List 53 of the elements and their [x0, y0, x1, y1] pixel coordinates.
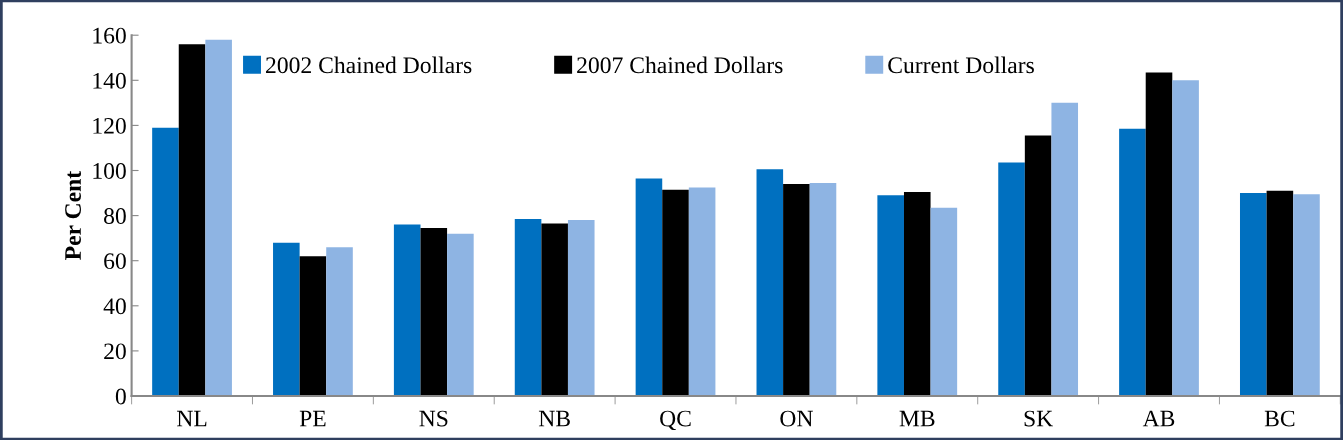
bar: [1266, 190, 1294, 396]
bar: [1051, 102, 1079, 396]
bar: [877, 195, 904, 396]
bar: [299, 256, 327, 396]
y-tick-label: 160: [93, 27, 126, 44]
y-tick-label: 60: [104, 253, 126, 270]
bar: [1119, 128, 1146, 396]
x-tick-label: BC: [1264, 410, 1295, 427]
x-tick-label: QC: [660, 410, 691, 431]
bar: [809, 182, 837, 396]
bar: [420, 228, 448, 396]
bar: [1172, 80, 1199, 396]
legend-label: Current Dollars: [888, 56, 1034, 74]
legend-label: 2007 Chained Dollars: [577, 56, 783, 74]
x-tick-label: ON: [780, 410, 813, 427]
y-tick-label: 100: [93, 162, 126, 179]
y-tick-label: 120: [93, 117, 126, 134]
bar: [998, 162, 1025, 396]
bar: [662, 189, 689, 396]
bar: [541, 223, 568, 396]
x-tick-label: NS: [419, 410, 448, 427]
bar: [205, 39, 232, 396]
y-tick-label: 40: [103, 298, 126, 315]
bar: [635, 178, 663, 396]
bar: [1239, 193, 1267, 396]
y-tick-label: 140: [93, 72, 126, 89]
x-tick-label: SK: [1024, 410, 1053, 427]
y-tick-label: 20: [104, 343, 126, 360]
bar: [930, 207, 958, 396]
x-tick-label: PE: [299, 410, 326, 427]
bar: [178, 44, 206, 396]
bar: [567, 220, 595, 396]
x-tick-label: NL: [176, 410, 207, 427]
x-tick-label: MB: [899, 410, 935, 427]
bar: [1024, 135, 1052, 396]
bar: [783, 184, 810, 396]
bar: [756, 169, 784, 396]
bar: [688, 187, 716, 396]
x-tick-label: NB: [538, 410, 570, 427]
y-axis-title: Per Cent: [65, 171, 81, 260]
bar: [1293, 194, 1320, 396]
y-tick-label: 80: [104, 208, 126, 225]
bar: [393, 224, 421, 396]
bar: [447, 233, 474, 396]
bar: [514, 218, 542, 396]
bar: [1145, 72, 1173, 396]
bar: [326, 247, 353, 396]
x-tick-label: AB: [1142, 410, 1175, 427]
bar: [152, 127, 179, 396]
bar: [273, 242, 300, 396]
y-tick-label: 0: [115, 388, 126, 405]
legend-label: 2002 Chained Dollars: [266, 56, 472, 74]
bar: [903, 191, 931, 396]
